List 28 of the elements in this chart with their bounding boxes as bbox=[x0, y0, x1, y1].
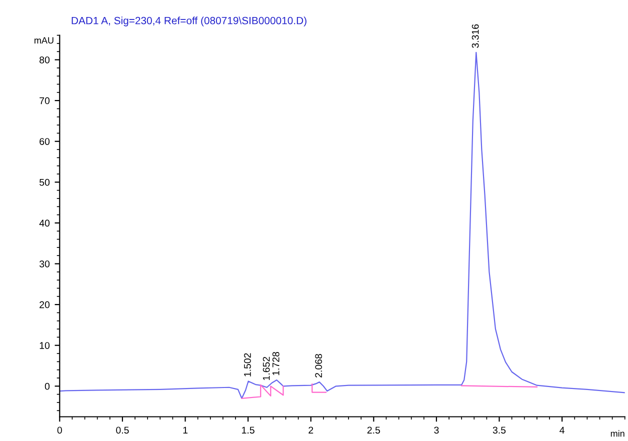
annotation: 1.502 bbox=[244, 353, 251, 376]
x-tick-label: 0 bbox=[57, 426, 62, 434]
y-tick-label: 70 bbox=[40, 97, 50, 104]
annotation: 2.068 bbox=[315, 354, 322, 378]
annotation: 3.316 bbox=[472, 24, 479, 48]
line-series bbox=[241, 384, 284, 399]
x-tick-label: 2 bbox=[308, 426, 314, 434]
line-series bbox=[60, 52, 625, 399]
y-axis-title: mAU bbox=[34, 37, 54, 44]
y-tick-label: 50 bbox=[40, 178, 50, 186]
y-tick-label: 30 bbox=[39, 260, 50, 268]
y-tick-label: 80 bbox=[40, 56, 50, 64]
annotation: 1.652 bbox=[262, 356, 270, 380]
x-tick-label: 2.5 bbox=[367, 426, 380, 434]
y-tick-label: 60 bbox=[40, 138, 50, 145]
chart-title: DAD1 A, Sig=230,4 Ref=off (080719\SIB000010.D) bbox=[72, 16, 306, 26]
y-tick-label: 20 bbox=[40, 301, 50, 308]
y-tick-label: 40 bbox=[39, 220, 50, 227]
x-tick-label: 3 bbox=[434, 426, 439, 434]
x-tick-label: 4 bbox=[560, 426, 564, 434]
x-tick-label: 0.5 bbox=[116, 426, 129, 434]
x-tick-label: 1.5 bbox=[242, 426, 254, 434]
annotation: 1.728 bbox=[272, 352, 280, 376]
x-axis-title: min bbox=[610, 430, 624, 437]
x-tick-label: 3.5 bbox=[492, 426, 506, 434]
x-tick-label: 1 bbox=[183, 426, 188, 434]
y-tick-label: 10 bbox=[40, 342, 50, 349]
y-tick-label: 0 bbox=[44, 382, 50, 390]
